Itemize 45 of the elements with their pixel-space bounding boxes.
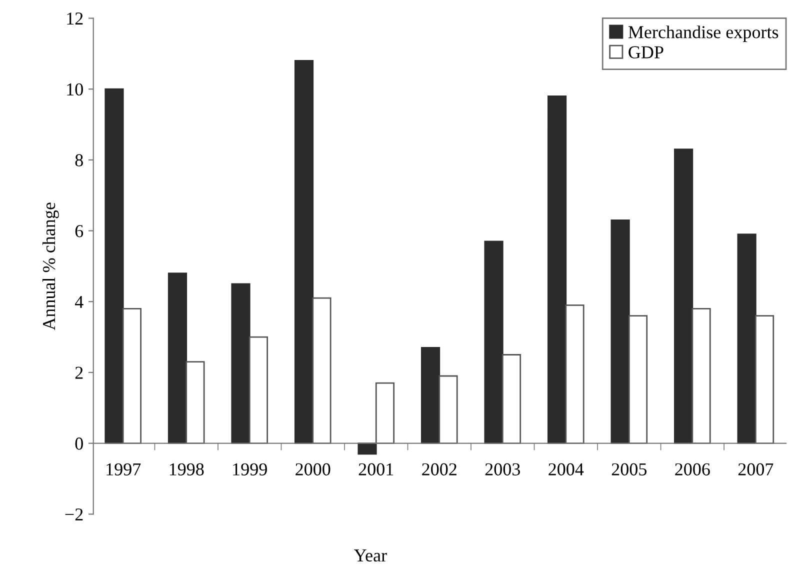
y-tick-label: 8 xyxy=(75,154,83,166)
bar xyxy=(104,88,124,444)
x-tick-label: 1999 xyxy=(233,463,267,476)
x-tick-label: 1997 xyxy=(106,463,141,476)
y-tick-label: 6 xyxy=(75,225,84,238)
y-tick-label: 2 xyxy=(75,366,83,379)
x-tick-label: 2006 xyxy=(675,463,710,476)
bar xyxy=(502,354,522,444)
x-tick-label: 2004 xyxy=(548,463,584,476)
y-axis-title: Annual % change xyxy=(42,202,59,330)
x-tick-label: 2003 xyxy=(485,463,520,476)
bar xyxy=(610,219,630,444)
bar xyxy=(674,148,694,444)
bar xyxy=(312,297,332,444)
y-tick-label: 10 xyxy=(67,83,83,96)
bar xyxy=(358,442,377,455)
y-tick-label: 0 xyxy=(75,438,83,450)
y-tick-label: −2 xyxy=(65,508,83,520)
x-tick-label: 2005 xyxy=(612,463,647,476)
bar xyxy=(737,234,756,444)
bar xyxy=(294,60,314,444)
bar xyxy=(628,315,648,444)
x-tick-label: 1998 xyxy=(170,463,204,476)
y-tick-label: 12 xyxy=(67,12,83,25)
bar xyxy=(484,240,504,444)
x-axis-title: Year xyxy=(354,550,387,562)
legend-label: GDP xyxy=(628,46,664,58)
x-tick-label: 2000 xyxy=(296,463,330,476)
bar xyxy=(438,375,458,444)
legend-label: Merchandise exports xyxy=(628,26,778,42)
bar xyxy=(692,308,711,444)
bar xyxy=(754,315,774,444)
y-tick-label: 4 xyxy=(74,296,84,308)
bar xyxy=(122,308,142,444)
x-tick-label: 2001 xyxy=(358,463,394,476)
bar xyxy=(547,95,567,444)
x-tick-label: 2007 xyxy=(738,463,774,476)
bar xyxy=(375,382,395,444)
bar xyxy=(168,272,188,444)
bar xyxy=(186,361,205,444)
bar xyxy=(248,336,268,444)
bar xyxy=(565,304,584,444)
bar xyxy=(420,346,440,444)
x-tick-label: 2002 xyxy=(422,463,456,476)
bar xyxy=(231,283,250,444)
